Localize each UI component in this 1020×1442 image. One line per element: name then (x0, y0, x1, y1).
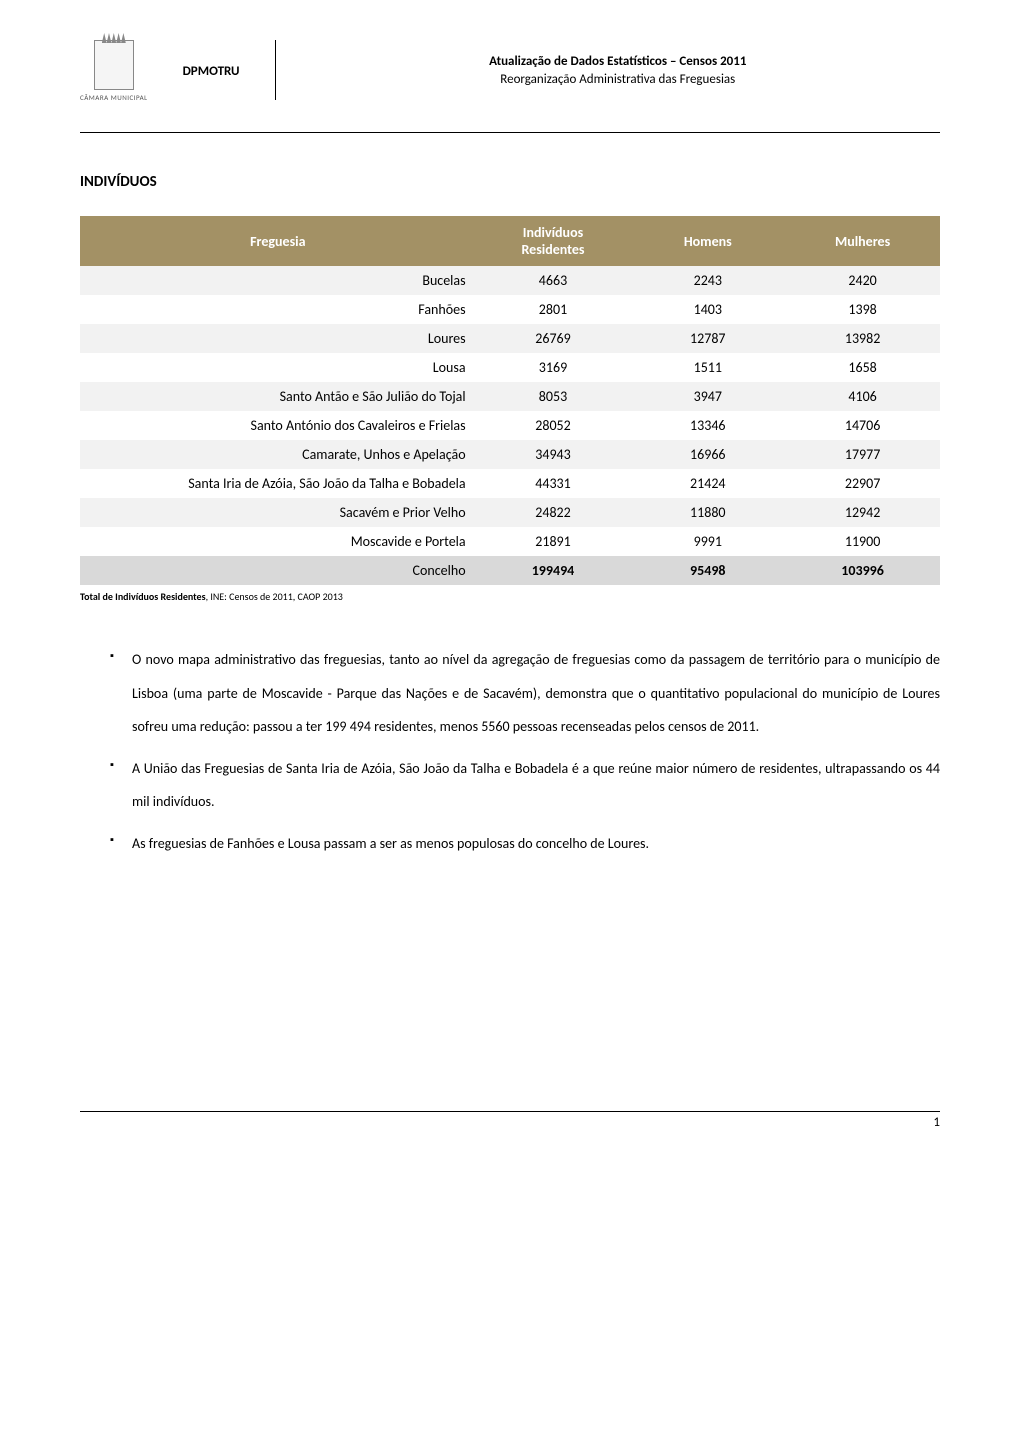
table-cell: 1658 (785, 353, 940, 382)
table-cell: 21891 (476, 527, 631, 556)
table-cell: 24822 (476, 498, 631, 527)
table-cell: 1403 (630, 295, 785, 324)
table-cell: Camarate, Unhos e Apelação (80, 440, 476, 469)
table-cell: 22907 (785, 469, 940, 498)
table-cell: 103996 (785, 556, 940, 585)
col-header: Mulheres (785, 216, 940, 266)
crest-label: CÂMARA MUNICIPAL (80, 93, 148, 102)
table-cell: 14706 (785, 411, 940, 440)
table-cell: 8053 (476, 382, 631, 411)
section-heading: INDIVÍDUOS (80, 173, 940, 191)
table-row: Camarate, Unhos e Apelação34943169661797… (80, 440, 940, 469)
header-divider (80, 132, 940, 133)
col-header: Homens (630, 216, 785, 266)
table-cell: 17977 (785, 440, 940, 469)
table-row: Bucelas466322432420 (80, 266, 940, 295)
table-row: Santo António dos Cavaleiros e Frielas28… (80, 411, 940, 440)
table-cell: 13346 (630, 411, 785, 440)
list-item: As freguesias de Fanhões e Lousa passam … (110, 827, 940, 861)
department-code: DPMOTRU (168, 64, 255, 79)
table-body: Bucelas466322432420Fanhões280114031398Lo… (80, 266, 940, 585)
table-cell: 26769 (476, 324, 631, 353)
table-cell: 95498 (630, 556, 785, 585)
vertical-divider (275, 40, 276, 100)
table-cell: 21424 (630, 469, 785, 498)
table-cell: 199494 (476, 556, 631, 585)
logo-block: CÂMARA MUNICIPAL (80, 40, 148, 102)
table-cell: 11880 (630, 498, 785, 527)
table-cell: 2243 (630, 266, 785, 295)
table-cell: Lousa (80, 353, 476, 382)
bullet-list: O novo mapa administrativo das freguesia… (80, 643, 940, 861)
table-header: FreguesiaIndivíduosResidentesHomensMulhe… (80, 216, 940, 266)
table-cell: 28052 (476, 411, 631, 440)
page-number: 1 (80, 1115, 940, 1130)
source-rest: , INE: Censos de 2011, CAOP 2013 (206, 590, 343, 603)
table-cell: Santa Iria de Azóia, São João da Talha e… (80, 469, 476, 498)
col-header: IndivíduosResidentes (476, 216, 631, 266)
table-cell: 12787 (630, 324, 785, 353)
municipal-crest-icon (94, 40, 134, 90)
table-row: Moscavide e Portela21891999111900 (80, 527, 940, 556)
table-cell: Santo António dos Cavaleiros e Frielas (80, 411, 476, 440)
document-header: CÂMARA MUNICIPAL DPMOTRU Atualização de … (80, 40, 940, 102)
table-cell: 4663 (476, 266, 631, 295)
table-cell: Sacavém e Prior Velho (80, 498, 476, 527)
table-cell: 44331 (476, 469, 631, 498)
list-item: O novo mapa administrativo das freguesia… (110, 643, 940, 744)
table-cell: 3169 (476, 353, 631, 382)
title-bold: Atualização de Dados Estatísticos – Cens… (489, 54, 746, 69)
document-subtitle: Reorganização Administrativa das Fregues… (296, 71, 940, 89)
table-row: Santo Antão e São Julião do Tojal8053394… (80, 382, 940, 411)
table-cell: 2801 (476, 295, 631, 324)
individuos-table: FreguesiaIndivíduosResidentesHomensMulhe… (80, 216, 940, 585)
source-bold: Total de Indivíduos Residentes (80, 590, 206, 603)
table-row: Fanhões280114031398 (80, 295, 940, 324)
list-item: A União das Freguesias de Santa Iria de … (110, 752, 940, 819)
col-header: Freguesia (80, 216, 476, 266)
table-cell: 13982 (785, 324, 940, 353)
table-cell: Concelho (80, 556, 476, 585)
document-title-block: Atualização de Dados Estatísticos – Cens… (296, 53, 940, 89)
table-cell: 4106 (785, 382, 940, 411)
table-cell: 16966 (630, 440, 785, 469)
table-cell: Santo Antão e São Julião do Tojal (80, 382, 476, 411)
footer-divider (80, 1111, 940, 1112)
table-cell: 9991 (630, 527, 785, 556)
table-row: Lousa316915111658 (80, 353, 940, 382)
table-cell: Fanhões (80, 295, 476, 324)
table-cell: 3947 (630, 382, 785, 411)
table-cell: 1511 (630, 353, 785, 382)
table-cell: Bucelas (80, 266, 476, 295)
table-cell: 2420 (785, 266, 940, 295)
table-cell: 1398 (785, 295, 940, 324)
table-source: Total de Indivíduos Residentes, INE: Cen… (80, 590, 940, 603)
table-cell: 11900 (785, 527, 940, 556)
table-row: Santa Iria de Azóia, São João da Talha e… (80, 469, 940, 498)
document-title: Atualização de Dados Estatísticos – Cens… (296, 53, 940, 71)
table-cell: Moscavide e Portela (80, 527, 476, 556)
table-row: Sacavém e Prior Velho248221188012942 (80, 498, 940, 527)
table-cell: 12942 (785, 498, 940, 527)
table-cell: 34943 (476, 440, 631, 469)
table-row: Loures267691278713982 (80, 324, 940, 353)
table-cell: Loures (80, 324, 476, 353)
table-total-row: Concelho19949495498103996 (80, 556, 940, 585)
